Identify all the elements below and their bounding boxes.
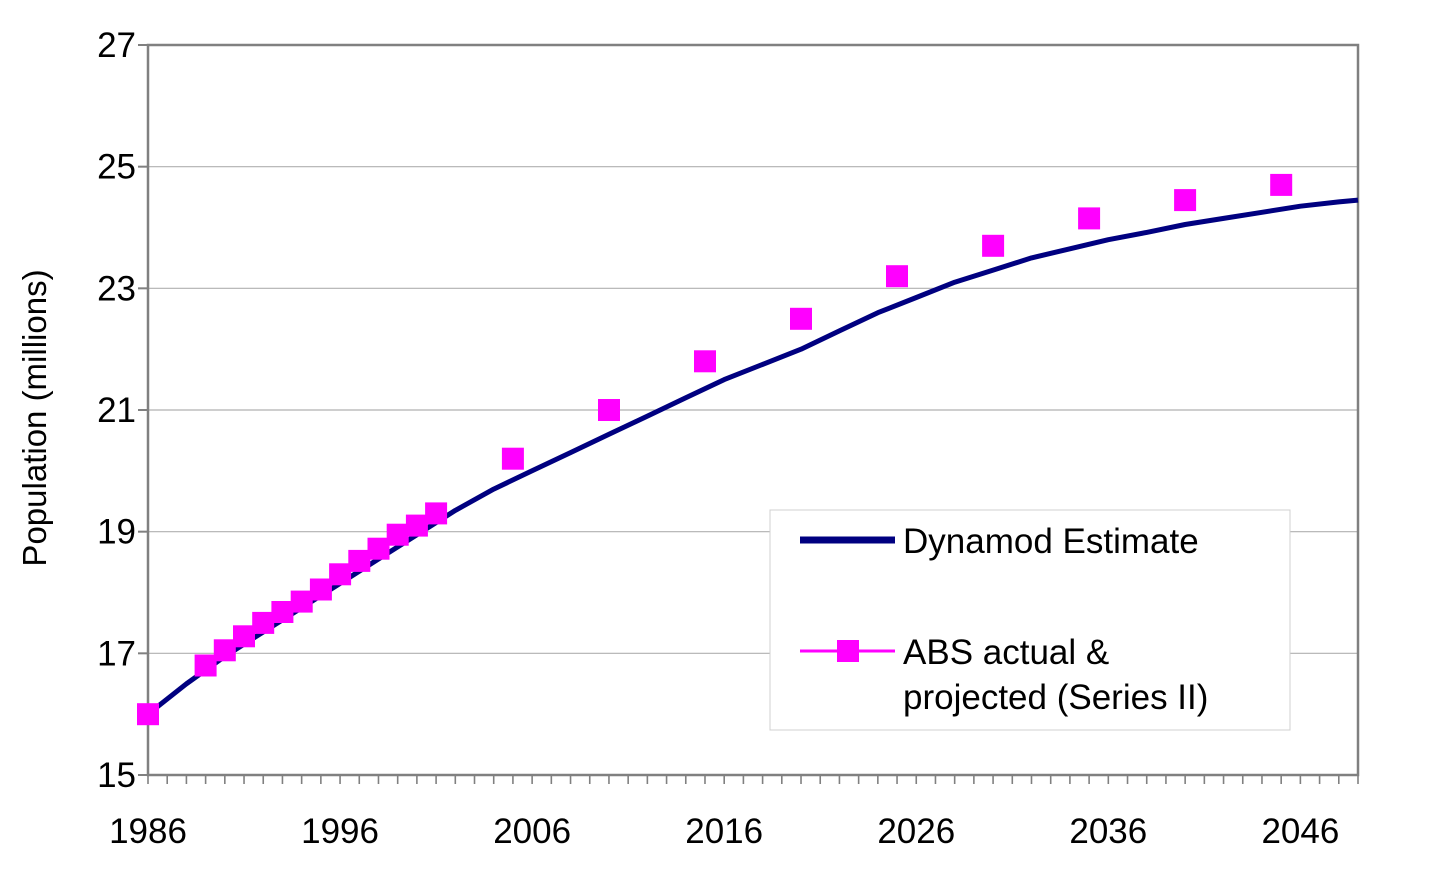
series-layer	[137, 173, 1359, 726]
y-tick-label: 23	[97, 269, 136, 308]
abs-data-point	[367, 537, 390, 560]
abs-data-point	[194, 654, 217, 677]
abs-data-point	[405, 514, 428, 537]
series-line-dynamod-estimate	[146, 197, 1359, 717]
y-tick-label: 17	[97, 634, 136, 673]
abs-data-point	[694, 350, 716, 373]
abs-data-point	[233, 625, 255, 648]
abs-data-point	[329, 563, 352, 586]
abs-data-point	[252, 611, 275, 634]
x-tick-label: 2046	[1261, 812, 1339, 851]
legend-box	[769, 509, 1291, 731]
y-tick-label: 21	[97, 391, 136, 430]
x-tick-label: 1996	[301, 812, 379, 851]
x-tick-label: 2006	[493, 812, 571, 851]
y-tick-label: 25	[97, 148, 136, 187]
x-axis: 1986 1996 2006 2016 2026 2036 2046	[109, 775, 1359, 851]
abs-data-point	[271, 601, 294, 623]
abs-data-point	[598, 399, 620, 421]
x-tick-label: 2016	[685, 812, 763, 851]
x-tick-label: 1986	[109, 812, 187, 851]
abs-data-point	[309, 578, 332, 601]
legend-marker-label-line2: projected (Series II)	[903, 678, 1208, 717]
x-tick-label: 2026	[877, 812, 955, 851]
abs-data-point	[1174, 189, 1197, 212]
abs-data-point	[137, 703, 159, 726]
abs-data-point	[790, 307, 812, 330]
abs-data-point	[386, 523, 409, 546]
x-tick-label: 2036	[1069, 812, 1147, 851]
legend-marker-swatch	[837, 640, 859, 662]
abs-data-point	[886, 265, 908, 288]
abs-data-point	[348, 549, 371, 572]
abs-data-point	[1078, 207, 1101, 230]
y-tick-label: 19	[97, 513, 136, 552]
abs-data-point	[982, 234, 1005, 257]
abs-data-point	[501, 447, 524, 470]
abs-data-point	[425, 502, 448, 525]
legend-line-label: Dynamod Estimate	[903, 522, 1199, 561]
legend-marker-label-line1: ABS actual &	[903, 633, 1109, 672]
y-tick-label: 15	[97, 756, 136, 795]
y-axis: 15 17 19 21 23 25 27	[97, 26, 148, 795]
abs-data-point	[1270, 173, 1293, 196]
legend: Dynamod Estimate ABS actual & projected …	[769, 509, 1291, 731]
y-tick-label: 27	[97, 26, 136, 65]
y-axis-title: Population (millions)	[16, 269, 53, 566]
abs-data-point	[213, 639, 236, 662]
abs-data-point	[290, 590, 313, 613]
